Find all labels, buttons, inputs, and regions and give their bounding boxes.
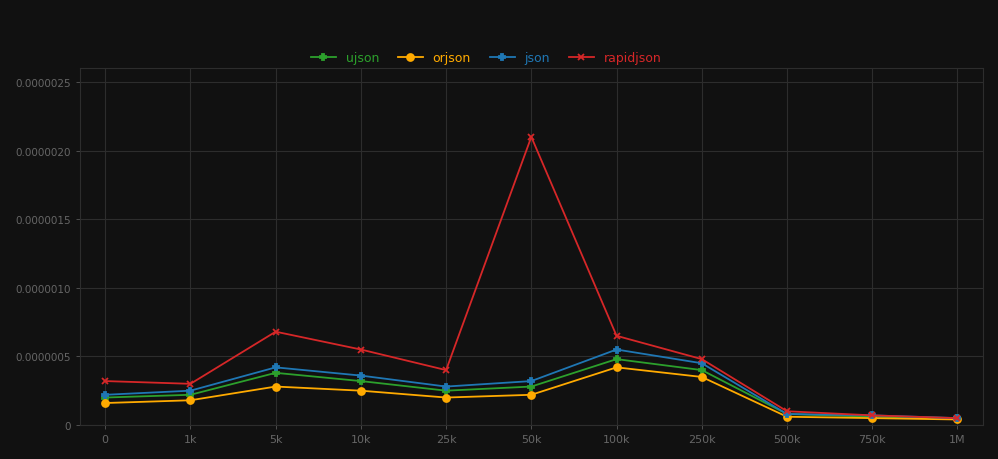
rapidjson — [355, 347, 367, 353]
Line: orjson: orjson — [102, 364, 961, 423]
json — [611, 347, 623, 353]
json — [866, 413, 878, 418]
Line: ujson: ujson — [102, 356, 961, 422]
ujson — [611, 357, 623, 362]
json — [269, 365, 281, 370]
rapidjson — [440, 368, 452, 373]
json — [525, 379, 537, 384]
orjson — [525, 392, 537, 397]
orjson — [185, 397, 197, 403]
rapidjson — [781, 409, 793, 414]
ujson — [781, 411, 793, 417]
rapidjson — [185, 381, 197, 387]
rapidjson — [866, 413, 878, 418]
Legend: ujson, orjson, json, rapidjson: ujson, orjson, json, rapidjson — [305, 47, 667, 70]
rapidjson — [696, 357, 708, 362]
orjson — [99, 400, 111, 406]
orjson — [951, 417, 963, 422]
ujson — [99, 395, 111, 400]
orjson — [269, 384, 281, 390]
ujson — [696, 368, 708, 373]
orjson — [355, 388, 367, 393]
rapidjson — [611, 333, 623, 339]
ujson — [866, 414, 878, 420]
json — [781, 411, 793, 417]
Line: json: json — [102, 346, 961, 422]
rapidjson — [269, 329, 281, 335]
ujson — [269, 370, 281, 376]
rapidjson — [99, 379, 111, 384]
rapidjson — [525, 135, 537, 140]
json — [696, 361, 708, 366]
ujson — [525, 384, 537, 390]
json — [440, 384, 452, 390]
ujson — [185, 392, 197, 397]
orjson — [866, 415, 878, 421]
orjson — [611, 365, 623, 370]
rapidjson — [951, 415, 963, 421]
json — [355, 373, 367, 379]
ujson — [951, 415, 963, 421]
json — [951, 415, 963, 421]
json — [185, 388, 197, 393]
ujson — [355, 379, 367, 384]
ujson — [440, 388, 452, 393]
json — [99, 392, 111, 397]
orjson — [696, 375, 708, 380]
Line: rapidjson: rapidjson — [102, 134, 961, 422]
orjson — [440, 395, 452, 400]
orjson — [781, 414, 793, 420]
